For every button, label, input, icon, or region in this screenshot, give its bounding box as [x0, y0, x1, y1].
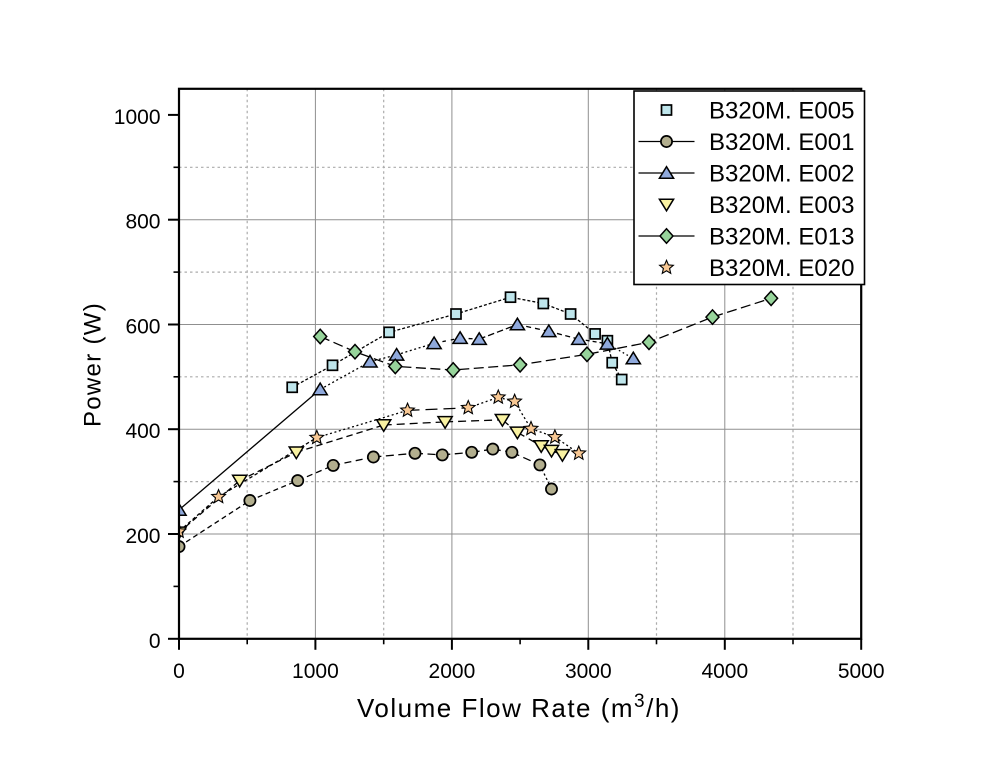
svg-text:Power (W): Power (W) — [80, 302, 107, 427]
svg-text:B320M. E013: B320M. E013 — [709, 224, 854, 251]
svg-text:B320M. E005: B320M. E005 — [709, 98, 854, 125]
svg-text:200: 200 — [125, 525, 160, 548]
svg-text:3000: 3000 — [565, 660, 612, 683]
svg-text:1000: 1000 — [114, 106, 161, 129]
svg-text:1000: 1000 — [292, 660, 339, 683]
svg-text:B320M. E020: B320M. E020 — [709, 255, 854, 282]
svg-text:4000: 4000 — [701, 660, 748, 683]
svg-text:0: 0 — [173, 660, 185, 683]
svg-text:5000: 5000 — [838, 660, 885, 683]
svg-text:B320M. E002: B320M. E002 — [709, 161, 854, 188]
svg-text:0: 0 — [149, 630, 161, 653]
svg-text:Volume Flow Rate (m3/h): Volume Flow Rate (m3/h) — [357, 691, 681, 723]
svg-text:B320M. E001: B320M. E001 — [709, 129, 854, 156]
svg-text:400: 400 — [125, 420, 160, 443]
svg-text:B320M. E003: B320M. E003 — [709, 192, 854, 219]
svg-text:2000: 2000 — [429, 660, 476, 683]
svg-text:600: 600 — [125, 316, 160, 339]
svg-text:800: 800 — [125, 211, 160, 234]
